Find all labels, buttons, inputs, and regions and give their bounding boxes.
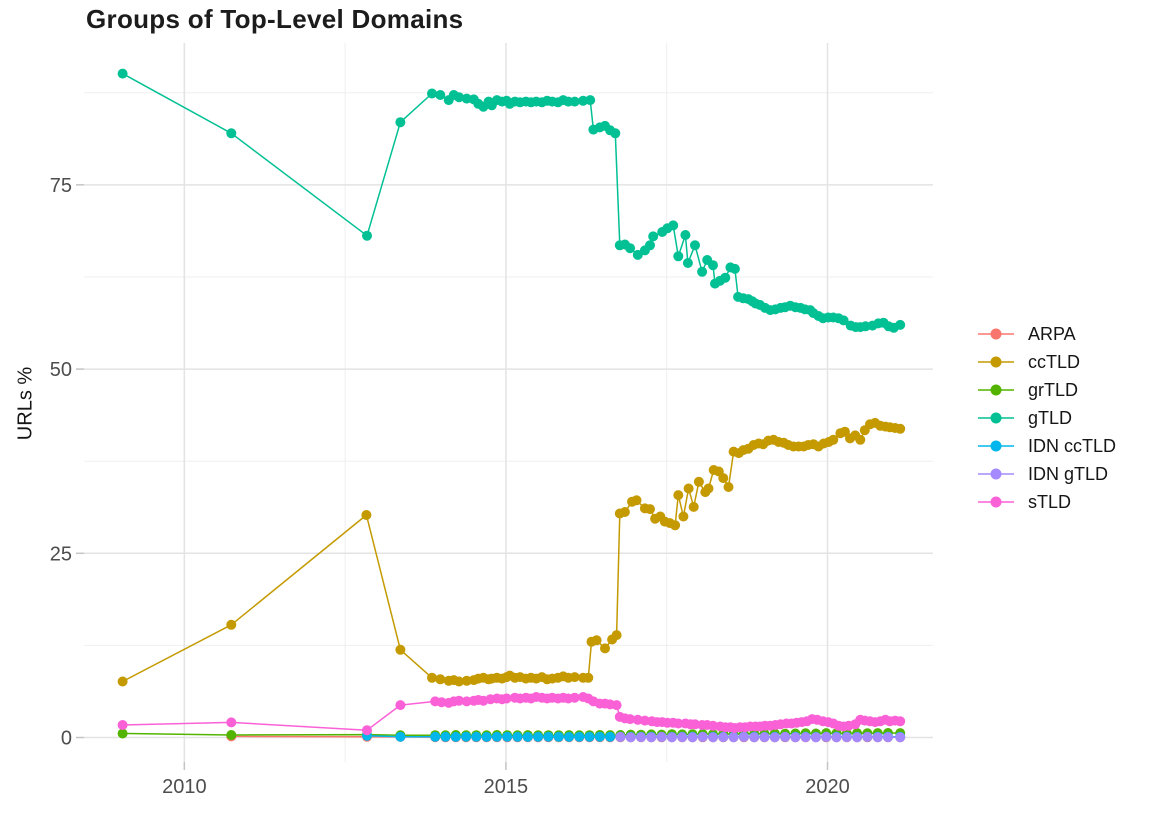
y-tick-label: 50 xyxy=(50,359,72,381)
legend-label: IDN ccTLD xyxy=(1028,435,1117,456)
legend-key-icon xyxy=(978,412,1014,424)
legend-item-gtld: gTLD xyxy=(976,407,1116,429)
y-tick-label: 0 xyxy=(61,728,72,750)
legend-item-stld: sTLD xyxy=(976,491,1116,513)
legend-key-icon xyxy=(978,496,1014,508)
legend-key-icon xyxy=(978,440,1014,452)
legend-key-icon xyxy=(978,356,1014,368)
legend-key-icon xyxy=(978,384,1014,396)
legend: ARPA ccTLD grTLD gTLD IDN ccTLD IDN gTLD sTLD xyxy=(976,323,1116,513)
series-stld xyxy=(117,692,906,736)
y-tick-label: 25 xyxy=(50,543,72,565)
x-tick-label: 2015 xyxy=(484,776,529,798)
legend-label: gTLD xyxy=(1028,407,1073,428)
legend-label: ARPA xyxy=(1028,323,1076,344)
legend-item-arpa: ARPA xyxy=(976,323,1116,345)
x-tick-label: 2010 xyxy=(162,776,207,798)
legend-label: IDN gTLD xyxy=(1028,463,1109,484)
legend-label: grTLD xyxy=(1028,379,1079,400)
y-tick-label: 75 xyxy=(50,175,72,197)
series-gtld xyxy=(117,68,906,333)
legend-label: sTLD xyxy=(1028,491,1072,512)
chart-title: Groups of Top-Level Domains xyxy=(86,4,464,34)
legend-item-cctld: ccTLD xyxy=(976,351,1116,373)
x-tick-label: 2020 xyxy=(805,776,850,798)
legend-item-idn-cctld: IDN ccTLD xyxy=(976,435,1116,457)
legend-item-idn-gtld: IDN gTLD xyxy=(976,463,1116,485)
legend-key-icon xyxy=(978,468,1014,480)
legend-item-grtld: grTLD xyxy=(976,379,1116,401)
legend-key-icon xyxy=(978,328,1014,340)
legend-label: ccTLD xyxy=(1028,351,1081,372)
series-cctld xyxy=(117,417,906,687)
series-idn-gtld xyxy=(615,731,906,743)
